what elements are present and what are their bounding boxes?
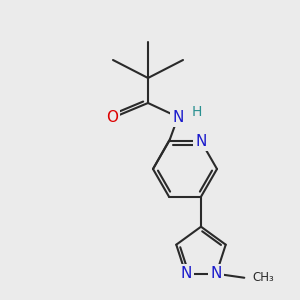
Text: N: N [195,134,207,149]
Text: N: N [211,266,222,281]
Text: O: O [106,110,118,125]
Text: H: H [192,105,202,119]
Text: CH₃: CH₃ [252,271,274,284]
Text: N: N [180,266,191,281]
Text: N: N [172,110,184,124]
